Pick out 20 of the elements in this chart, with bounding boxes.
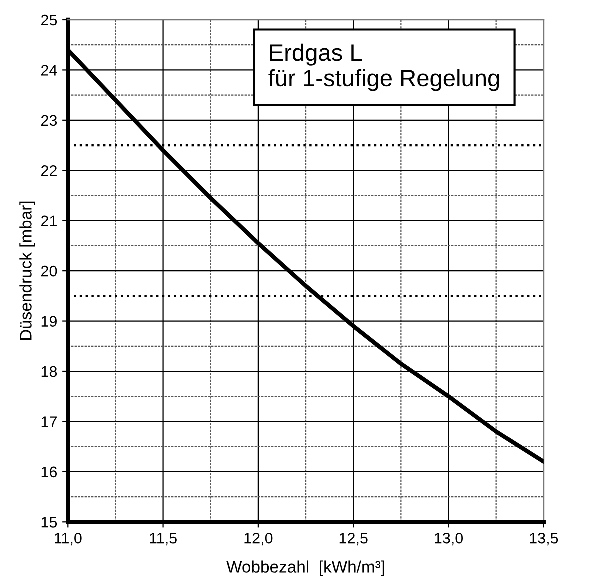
x-tick-label: 13,0 [435,532,464,546]
y-tick-label: 22 [42,166,57,176]
y-axis-title: Düsendruck [mbar] [20,202,36,340]
y-tick-label: 16 [42,466,58,478]
x-tick-label: 13,5 [530,532,558,546]
y-tick-label: 21 [42,216,57,226]
y-tick-label: 23 [42,115,58,126]
y-tick-label: 19 [42,316,57,327]
x-axis-title: Wobbezahl [kWh/m³] [226,560,384,576]
y-tick-label: 24 [42,65,58,76]
y-tick-label: 17 [42,416,57,428]
y-tick-label: 20 [42,266,58,277]
y-tick-label: 18 [42,366,58,378]
x-tick-label: 12,0 [244,532,273,546]
x-tick-label: 11,5 [150,533,177,546]
x-tick-label: 11,0 [55,532,82,546]
y-tick-label: 15 [42,517,58,528]
y-tick-label: 25 [42,14,58,26]
annotation: Erdgas L für 1-stufige Regelung [268,44,500,92]
x-tick-label: 12,5 [340,532,368,546]
